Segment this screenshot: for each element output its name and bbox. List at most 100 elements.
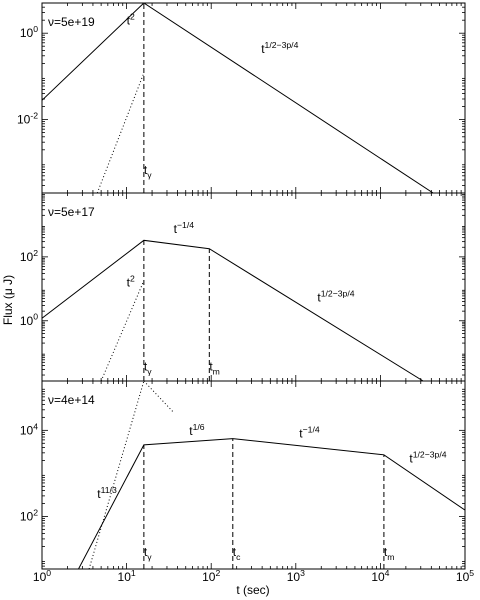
slope-annotation-sup: 1/2−3p/4 [413, 449, 447, 459]
x-tick-label: 104 [371, 568, 389, 584]
plot-area [78, 381, 465, 569]
x-tick-label-sup: 5 [469, 568, 474, 578]
x-tick-label-base: 10 [371, 570, 385, 584]
slope-annotation-sup: 1/6 [193, 422, 205, 432]
slope-annotation-sup: 2 [130, 11, 135, 21]
flux-curve [78, 438, 465, 569]
slope-annotation-base: t [209, 359, 213, 373]
slope-annotation: tm [209, 359, 220, 376]
flux-curve [42, 239, 424, 381]
extrapolated-segment [143, 381, 175, 413]
y-tick-label: 104 [20, 421, 38, 437]
x-axis-label: t (sec) [236, 583, 269, 597]
extrapolated-segment [96, 72, 145, 193]
y-tick-label-base: 10 [20, 423, 34, 437]
slope-annotation: t−1/4 [174, 220, 195, 236]
slope-annotation: t2 [127, 273, 135, 289]
y-tick-label-sup: 2 [33, 507, 38, 517]
extrapolated-segment [88, 381, 145, 569]
extrapolated-segment [100, 280, 145, 381]
panel-frame [41, 192, 466, 382]
x-tick-label-sup: 0 [46, 568, 51, 578]
y-tick-label-sup: 0 [33, 24, 38, 34]
slope-annotation-sup: 11/3 [101, 485, 117, 495]
y-tick-label-base: 10 [20, 26, 34, 40]
slope-annotation: t2 [127, 11, 135, 27]
plot-area [42, 239, 424, 381]
slope-annotation-base: t [97, 487, 101, 501]
x-tick-label: 105 [456, 568, 474, 584]
y-tick-label-sup: 4 [33, 421, 38, 431]
x-tick-label-base: 10 [33, 570, 47, 584]
slope-annotation-base: t [299, 427, 303, 441]
slope-annotation-sup: −1/4 [303, 424, 320, 434]
y-axis-label: Flux (μ J) [1, 275, 15, 325]
slope-annotation: t1/6 [189, 422, 205, 438]
slope-annotation-base: t [409, 451, 413, 465]
x-tick-label-sup: 2 [215, 568, 220, 578]
x-tick-label: 100 [33, 568, 51, 584]
slope-annotation: tγ [144, 359, 152, 376]
slope-annotation-sub: γ [147, 552, 152, 562]
x-tick-label-sup: 3 [300, 568, 305, 578]
flux-curve [42, 3, 434, 193]
slope-annotation-base: t [384, 545, 388, 559]
slope-annotation: t1/2−3p/4 [261, 40, 298, 56]
plot-area [42, 3, 434, 193]
slope-annotation-sup: 1/2−3p/4 [321, 288, 355, 298]
slope-annotation-base: t [174, 222, 178, 236]
slope-annotation-sub: m [213, 367, 220, 377]
y-tick-label-base: 10 [20, 250, 34, 264]
panel-frequency-label: ν=5e+19 [48, 15, 95, 29]
x-tick-label: 102 [202, 568, 220, 584]
slope-annotation: tγ [144, 545, 152, 562]
slope-annotation-sup: −1/4 [177, 220, 194, 230]
slope-annotation-sup: 1/2−3p/4 [265, 40, 299, 50]
slope-annotation-base: t [127, 275, 131, 289]
panel-frequency-label: ν=5e+17 [48, 205, 95, 219]
y-tick-label-base: 10 [20, 314, 34, 328]
y-tick-label: 10-2 [17, 111, 38, 127]
x-tick-label-base: 10 [202, 570, 216, 584]
x-tick-label-sup: 4 [385, 568, 390, 578]
slope-annotation: t11/3 [97, 485, 117, 501]
x-tick-label-sup: 1 [131, 568, 136, 578]
slope-annotation: tc [233, 545, 241, 562]
slope-annotation-base: t [317, 291, 321, 305]
slope-annotation-base: t [233, 545, 237, 559]
panel-frame [41, 380, 466, 570]
x-tick-label: 101 [118, 568, 136, 584]
y-tick-label: 100 [20, 24, 38, 40]
y-tick-label-sup: 2 [33, 248, 38, 258]
x-tick-label-base: 10 [118, 570, 132, 584]
slope-annotation-sub: γ [147, 367, 152, 377]
slope-annotation-sup: 2 [130, 273, 135, 283]
x-tick-label: 103 [287, 568, 305, 584]
y-tick-label-sup: 0 [33, 312, 38, 322]
slope-annotation-base: t [189, 424, 193, 438]
slope-annotation: t−1/4 [299, 424, 320, 440]
slope-annotation: tm [384, 545, 395, 562]
y-tick-label-base: 10 [17, 113, 31, 127]
x-tick-label-base: 10 [456, 570, 470, 584]
slope-annotation-base: t [144, 359, 148, 373]
slope-annotation: tγ [144, 163, 152, 180]
slope-annotation-base: t [261, 42, 265, 56]
slope-annotation-base: t [127, 13, 131, 27]
panel-frame [41, 2, 466, 194]
slope-annotation: t1/2−3p/4 [317, 288, 354, 304]
y-tick-label: 100 [20, 312, 38, 328]
slope-annotation-sub: c [236, 552, 241, 562]
slope-annotation-sub: m [387, 552, 394, 562]
y-tick-label-base: 10 [20, 509, 34, 523]
slope-annotation-base: t [144, 163, 148, 177]
y-tick-label: 102 [20, 248, 38, 264]
slope-annotation: t1/2−3p/4 [409, 449, 446, 465]
x-tick-label-base: 10 [287, 570, 301, 584]
y-tick-label: 102 [20, 507, 38, 523]
